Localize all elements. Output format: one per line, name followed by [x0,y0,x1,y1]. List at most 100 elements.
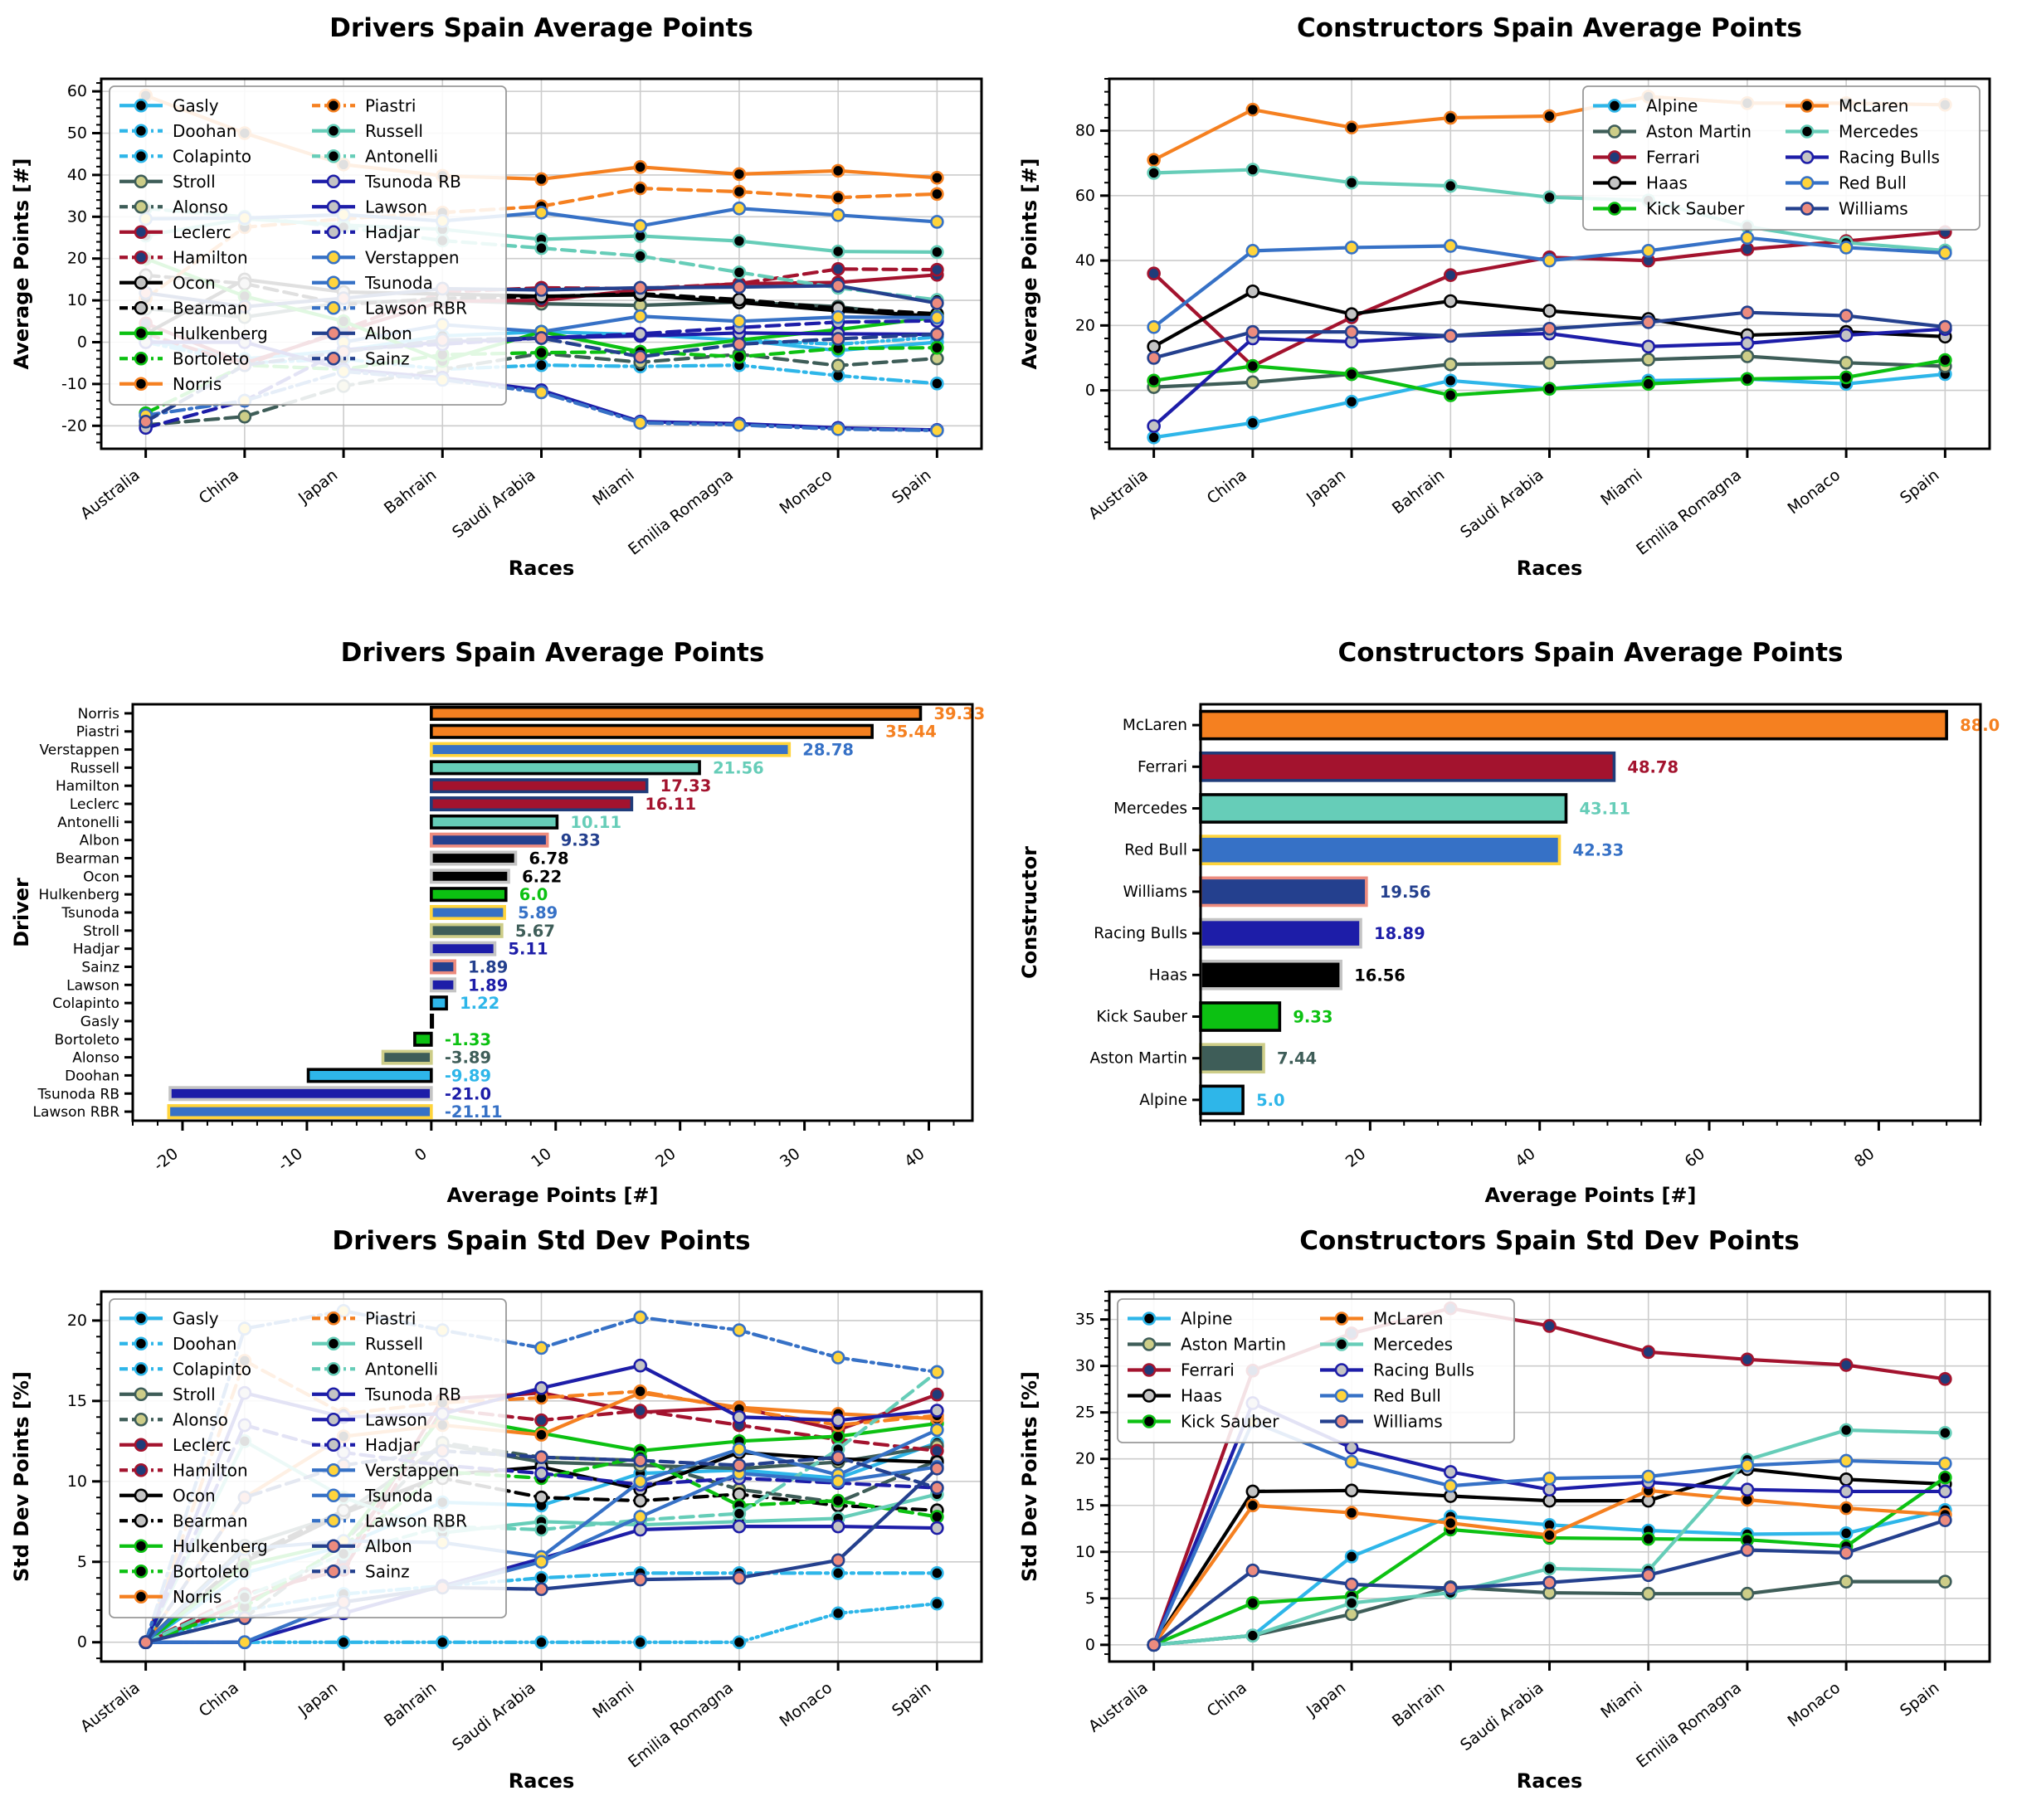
chart-title: Constructors Spain Std Dev Points [1299,1226,1800,1256]
x-tick-China: China [196,1679,242,1721]
legend-label-hulkenberg: Hulkenberg [173,1536,268,1556]
x-tick-0: 0 [412,1145,431,1165]
x-tick-Japan: Japan [295,1679,341,1721]
bar-value-alonso: -3.89 [445,1049,491,1068]
bar-verstappen [430,742,792,757]
y-tick-ferrari: Ferrari [1138,758,1187,776]
y-tick-lawson: Lawson [66,977,119,994]
legend-label-verstappen: Verstappen [365,1460,460,1480]
constructors_avg_bar-svg: 88.048.7843.1142.3319.5618.8916.569.337.… [1018,638,2000,1207]
legend-label-tsunoda-rb: Tsunoda RB [364,172,461,192]
legend-label-williams: Williams [1839,199,1908,219]
panel-drivers-avg-line: -20 -10 0 10 20 30 40 50 60 Australia China Japan Ba… [0,0,1008,606]
constructors_avg_line-legend: Alpine Aston Martin Ferrari Haas Kick Sauber… [1582,85,1980,231]
legend-label-russell: Russell [365,121,423,141]
x-tick-80: 80 [1851,1145,1878,1171]
y-tick-colapinto: Colapinto [52,995,119,1012]
y-tick-haas: Haas [1149,966,1187,984]
bar-value-mercedes: 43.11 [1579,800,1630,819]
drivers_avg_bar-x-axis: -20 -10 0 10 20 30 40 [132,1121,955,1175]
svg-text:30: 30 [1075,1357,1095,1375]
bar-sainz [430,959,456,975]
y-axis-title: Std Dev Points [%] [10,1371,33,1582]
x-tick-Spain: Spain [1897,1679,1942,1720]
bar-bortoleto [413,1031,433,1047]
drivers_std_line-x-axis: Australia China Japan Bahrain Saudi Arabia Mi… [77,1662,938,1772]
legend-label-mercedes: Mercedes [1373,1335,1453,1355]
bar-value-bearman: 6.78 [529,849,568,869]
bar-colapinto [430,995,448,1011]
x-tick-Saudi Arabia: Saudi Arabia [1457,1679,1547,1755]
legend-label-colapinto: Colapinto [173,1359,251,1379]
legend-label-hulkenberg: Hulkenberg [173,324,268,343]
svg-text:-10: -10 [61,375,87,393]
x-tick--10: -10 [275,1145,306,1175]
constructors_std_line-x-axis: Australia China Japan Bahrain Saudi Arabia Mi… [1085,1662,1946,1772]
y-axis-title: Driver [10,878,33,947]
x-tick-Australia: Australia [77,466,144,523]
bar-lawson-rbr [167,1104,433,1120]
panel-drivers-avg-bar: 39.33 35.44 28.78 21.56 17.33 16.11 10.11 9.33 6… [0,606,1008,1213]
svg-text:5: 5 [1085,1589,1095,1608]
x-tick-40: 40 [901,1145,928,1171]
x-tick-60: 60 [1682,1145,1709,1171]
bar-hamilton [430,778,649,794]
bar-value-leclerc: 16.11 [645,795,696,814]
bar-value-hamilton: 17.33 [660,776,712,796]
y-axis-title: Std Dev Points [%] [1018,1371,1041,1582]
y-tick-doohan: Doohan [65,1068,119,1084]
bar-alonso [381,1049,433,1065]
legend-label-alonso: Alonso [173,197,228,217]
y-tick-alonso: Alonso [72,1050,119,1067]
legend-label-mercedes: Mercedes [1839,122,1918,142]
x-axis-title: Average Points [#] [446,1184,658,1207]
x-tick-Emilia Romagna: Emilia Romagna [625,466,737,559]
legend-label-antonelli: Antonelli [365,146,438,166]
y-tick-sainz: Sainz [81,959,119,976]
legend-label-bearman: Bearman [173,1511,248,1530]
x-tick-Monaco: Monaco [777,466,836,518]
x-tick-Spain: Spain [1897,466,1942,508]
x-tick-Monaco: Monaco [777,1679,836,1731]
svg-text:0: 0 [77,1633,87,1652]
bar-hadjar [430,941,497,956]
legend-label-doohan: Doohan [173,121,236,141]
bar-kick-sauber [1199,1001,1282,1032]
svg-text:35: 35 [1075,1311,1095,1329]
svg-text:20: 20 [1075,316,1095,334]
svg-text:20: 20 [67,1311,87,1330]
legend-label-ferrari: Ferrari [1646,148,1700,168]
legend-label-stroll: Stroll [173,1384,216,1404]
bar-value-red-bull: 42.33 [1573,841,1625,860]
y-tick-norris: Norris [78,706,120,723]
bar-value-hulkenberg: 6.0 [519,885,548,904]
bar-stroll [430,922,504,938]
constructors_avg_line-series-red-bull [1147,231,1952,334]
svg-text:20: 20 [1075,1450,1095,1468]
x-tick-Japan: Japan [1303,1679,1349,1721]
constructors_std_line-legend: Alpine Aston Martin Ferrari Haas Kick Sauber… [1117,1298,1515,1443]
legend-label-tsunoda: Tsunoda [364,273,433,293]
bar-value-tsunoda-rb: -21.0 [445,1084,491,1103]
y-tick-tsunoda-rb: Tsunoda RB [37,1086,119,1102]
bar-value-hadjar: 5.11 [508,940,548,959]
legend-label-williams: Williams [1373,1412,1443,1432]
y-tick-leclerc: Leclerc [70,796,119,813]
plot-frame [100,77,983,450]
drivers_std_line-legend: Gasly Doohan Colapinto Stroll Alonso Leclerc H… [109,1298,507,1618]
legend-label-tsunoda-rb: Tsunoda RB [364,1384,461,1404]
legend-label-verstappen: Verstappen [365,247,460,267]
svg-text:60: 60 [67,82,87,100]
bar-value-albon: 9.33 [561,831,601,850]
legend-label-russell: Russell [365,1334,423,1354]
bar-gasly [430,1013,435,1029]
legend-label-leclerc: Leclerc [173,222,231,242]
panel-drivers-std-line: 0 5 10 15 20 Australia China Japan Bahrain Saudi … [0,1213,1008,1820]
svg-text:0: 0 [1085,382,1095,400]
legend-label-mclaren: McLaren [1373,1309,1443,1329]
svg-text:10: 10 [1075,1543,1095,1561]
bar-antonelli [430,814,559,830]
legend-label-tsunoda: Tsunoda [364,1486,433,1506]
y-tick-mercedes: Mercedes [1113,801,1187,818]
bar-russell [430,760,701,776]
